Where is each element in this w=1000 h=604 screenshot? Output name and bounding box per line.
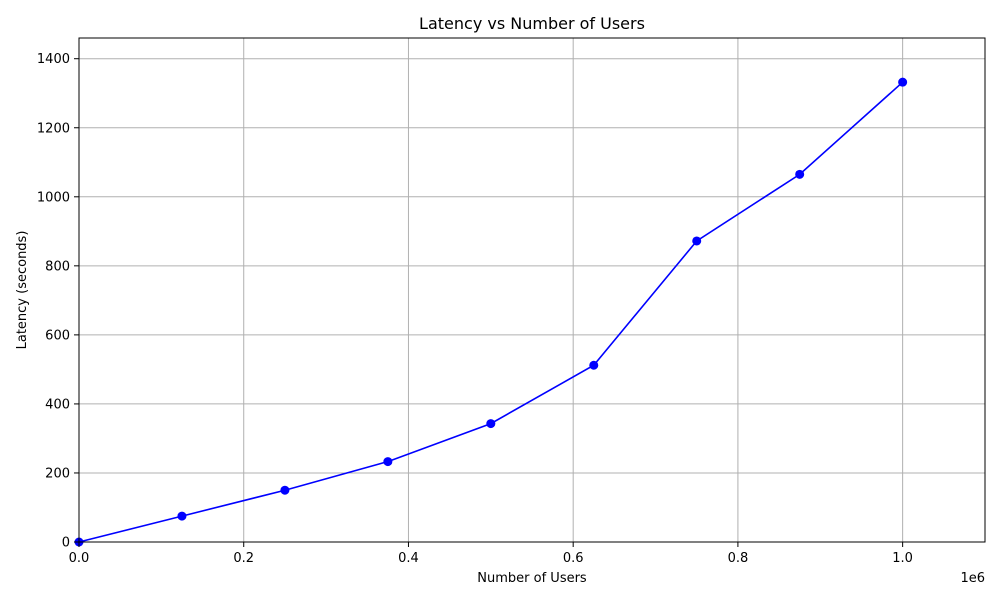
data-point [898, 77, 908, 87]
data-point [795, 169, 805, 179]
data-point [177, 511, 187, 521]
data-point [589, 360, 599, 370]
grid [78, 38, 985, 543]
y-tick-label: 1200 [37, 121, 70, 136]
x-tick-label: 0.4 [398, 551, 419, 566]
x-tick-label: 0.2 [233, 551, 254, 566]
x-tick-label: 0.0 [69, 551, 90, 566]
plot-frame [78, 37, 986, 543]
series-layer [74, 77, 908, 547]
data-point [692, 236, 702, 246]
y-tick-label: 800 [45, 259, 70, 274]
x-tick-label: 0.8 [728, 551, 749, 566]
x-tick-label: 0.6 [563, 551, 584, 566]
data-point [383, 457, 393, 467]
chart-title: Latency vs Number of Users [419, 14, 645, 33]
ticks: 0.0 0.2 0.4 0.6 0.8 1.0 0 200 400 600 800 1000 1200 1… [37, 52, 913, 566]
y-tick-label: 400 [45, 397, 70, 412]
y-tick-label: 1000 [37, 190, 70, 205]
y-tick-label: 1400 [37, 52, 70, 67]
y-tick-label: 200 [45, 466, 70, 481]
y-tick-label: 0 [62, 536, 70, 551]
y-tick-label: 600 [45, 328, 70, 343]
data-point [280, 485, 290, 495]
x-axis-offset-label: 1e6 [960, 571, 985, 586]
x-tick-label: 1.0 [892, 551, 913, 566]
data-point [486, 419, 496, 429]
y-axis-label: Latency (seconds) [15, 231, 30, 350]
x-axis-label: Number of Users [477, 571, 587, 586]
